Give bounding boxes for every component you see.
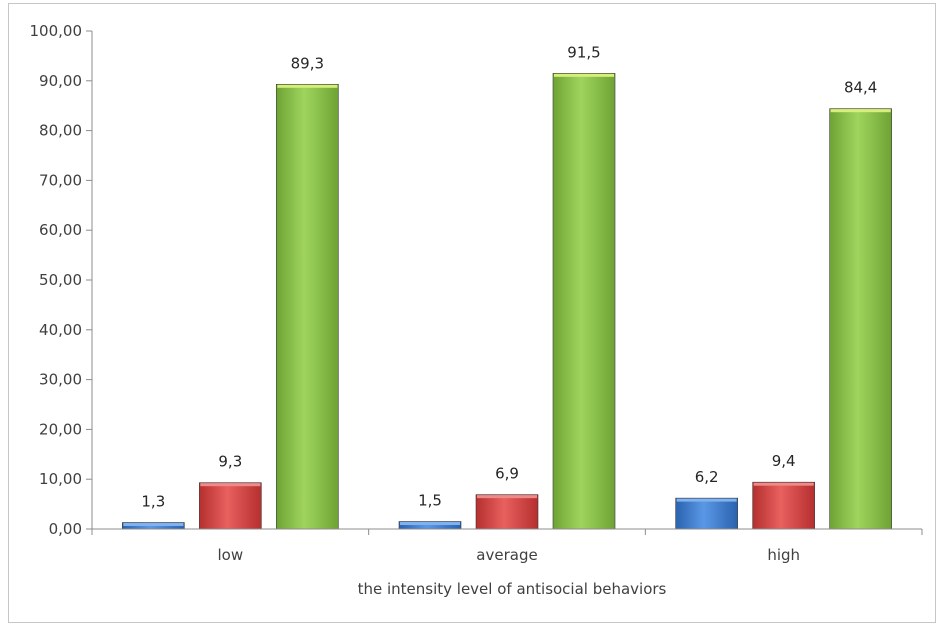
y-axis: 0,00 10,00 20,00 30,00 40,00 50,00 60,00 70,00 8… [30, 22, 93, 538]
y-tick-label: 90,00 [39, 72, 82, 90]
bars: 1,3 9,3 89,3 1,5 6,9 91,5 6,2 9,4 84,4 [122, 43, 892, 530]
y-tick-label: 50,00 [39, 271, 82, 289]
bar-top-highlight [277, 84, 338, 88]
y-tick-label: 80,00 [39, 122, 82, 140]
data-label: 89,3 [291, 54, 324, 72]
data-label: 9,4 [772, 452, 796, 470]
bar [752, 481, 815, 530]
data-label: 6,2 [695, 468, 719, 486]
x-tick-label: high [767, 546, 800, 564]
bar-top-highlight [400, 522, 460, 526]
y-tick-label: 30,00 [39, 371, 82, 389]
bar-top-highlight [200, 483, 261, 487]
bar-top-highlight [477, 495, 537, 499]
y-tick-label: 70,00 [39, 171, 82, 189]
bar [829, 108, 892, 530]
x-tick-label: average [476, 546, 537, 564]
x-axis: low average high [91, 528, 923, 564]
y-tick-label: 60,00 [39, 221, 82, 239]
x-axis-title: the intensity level of antisocial behavi… [358, 580, 667, 598]
x-tick-label: low [218, 546, 244, 564]
y-tick-label: 40,00 [39, 321, 82, 339]
y-tick-label: 20,00 [39, 420, 82, 438]
bar-top-highlight [554, 73, 614, 77]
data-label: 91,5 [567, 43, 600, 61]
y-tick-label: 100,00 [30, 22, 83, 40]
bar-top-highlight [676, 498, 737, 502]
bar-top-highlight [753, 482, 814, 486]
data-label: 1,3 [141, 493, 165, 511]
bar [199, 482, 262, 530]
bar [276, 83, 339, 530]
data-label: 1,5 [418, 492, 442, 510]
data-label: 6,9 [495, 465, 519, 483]
bar [675, 497, 738, 530]
bar-top-highlight [123, 523, 184, 527]
bar-top-highlight [830, 109, 891, 113]
bar [552, 73, 616, 530]
data-label: 84,4 [844, 79, 877, 97]
data-label: 9,3 [218, 453, 242, 471]
y-tick-label: 10,00 [39, 470, 82, 488]
y-tick-label: 0,00 [49, 520, 82, 538]
bar [475, 494, 539, 530]
